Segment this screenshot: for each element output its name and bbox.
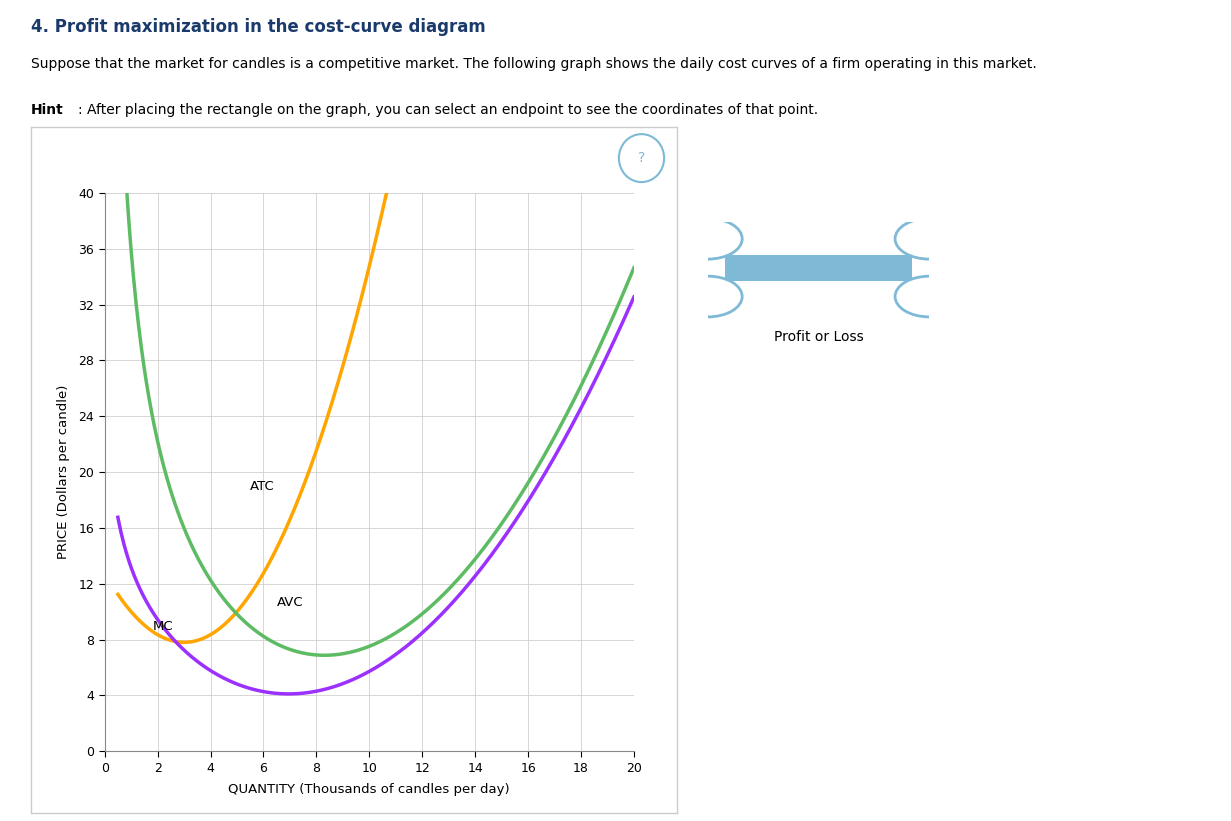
Text: ATC: ATC <box>250 480 275 493</box>
Text: Profit or Loss: Profit or Loss <box>774 330 863 344</box>
Circle shape <box>673 276 742 317</box>
Text: : After placing the rectangle on the graph, you can select an endpoint to see th: : After placing the rectangle on the gra… <box>78 103 817 117</box>
Text: AVC: AVC <box>277 596 303 609</box>
Text: 4. Profit maximization in the cost-curve diagram: 4. Profit maximization in the cost-curve… <box>31 18 485 36</box>
Text: MC: MC <box>153 620 172 632</box>
Circle shape <box>895 276 964 317</box>
X-axis label: QUANTITY (Thousands of candles per day): QUANTITY (Thousands of candles per day) <box>229 783 510 796</box>
Text: Suppose that the market for candles is a competitive market. The following graph: Suppose that the market for candles is a… <box>31 57 1037 71</box>
FancyBboxPatch shape <box>725 255 912 281</box>
Y-axis label: PRICE (Dollars per candle): PRICE (Dollars per candle) <box>57 385 70 559</box>
Ellipse shape <box>619 134 665 182</box>
Text: ?: ? <box>638 151 645 165</box>
Text: Hint: Hint <box>31 103 64 117</box>
Circle shape <box>895 218 964 259</box>
Circle shape <box>673 218 742 259</box>
